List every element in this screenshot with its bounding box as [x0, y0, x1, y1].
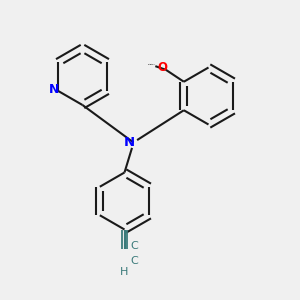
Text: methoxy: methoxy — [148, 64, 154, 65]
Text: N: N — [49, 83, 59, 96]
Text: O: O — [157, 61, 167, 74]
Text: H: H — [120, 267, 129, 278]
Text: N: N — [124, 136, 135, 149]
Text: C: C — [130, 256, 138, 266]
Text: methoxy: methoxy — [150, 64, 156, 65]
Text: C: C — [130, 241, 138, 251]
